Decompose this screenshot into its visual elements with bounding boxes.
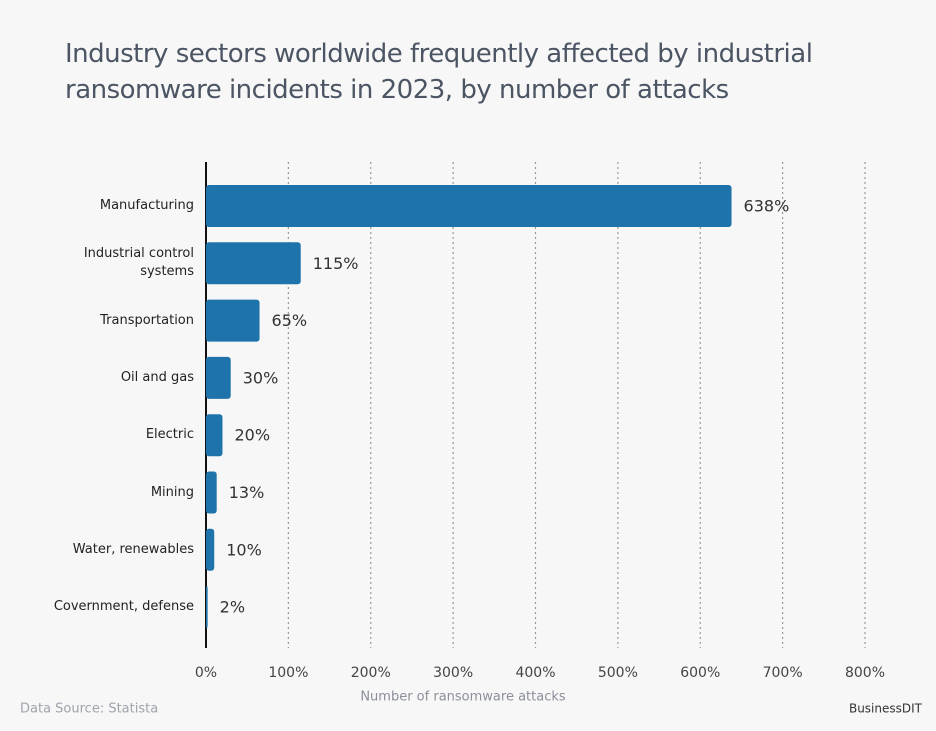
x-tick-label: 800% [845, 665, 885, 681]
bar [206, 356, 231, 399]
value-label: 30% [243, 368, 279, 387]
x-tick-label: 200% [351, 665, 391, 681]
bar [206, 414, 223, 457]
bar [206, 299, 260, 342]
x-axis-label: Number of ransomware attacks [360, 690, 566, 705]
value-label: 13% [229, 483, 265, 502]
source: Data Source: Statista [20, 702, 158, 717]
x-tick-label: 0% [195, 665, 217, 681]
bar [206, 242, 301, 285]
bar [206, 471, 217, 514]
category-label: Covernment, defense [53, 599, 194, 615]
category-label: Electric [145, 427, 194, 443]
bar [206, 586, 208, 629]
x-tick-label: 400% [515, 665, 555, 681]
x-tick-label: 700% [763, 665, 803, 681]
value-label: 20% [234, 426, 270, 445]
brand: BusinessDIT [849, 702, 923, 716]
x-tick-label: 100% [268, 665, 308, 681]
x-tick-label: 300% [433, 665, 473, 681]
category-label: Mining [150, 484, 194, 500]
value-label: 10% [226, 540, 262, 559]
chart-title: Industry sectors worldwide frequently af… [65, 39, 813, 105]
x-tick-label: 500% [598, 665, 638, 681]
category-label: Water, renewables [72, 541, 194, 557]
category-label: Industrial control systems [83, 246, 194, 280]
value-label: 638% [744, 197, 790, 216]
x-tick-label: 600% [680, 665, 720, 681]
bar [206, 528, 215, 571]
category-label: Oil and gas [120, 369, 194, 385]
value-label: 65% [272, 311, 308, 330]
value-label: 2% [220, 598, 245, 617]
bar [206, 185, 732, 227]
category-label: Manufacturing [99, 198, 194, 213]
value-label: 115% [313, 254, 359, 273]
category-label: Transportation [100, 312, 194, 328]
